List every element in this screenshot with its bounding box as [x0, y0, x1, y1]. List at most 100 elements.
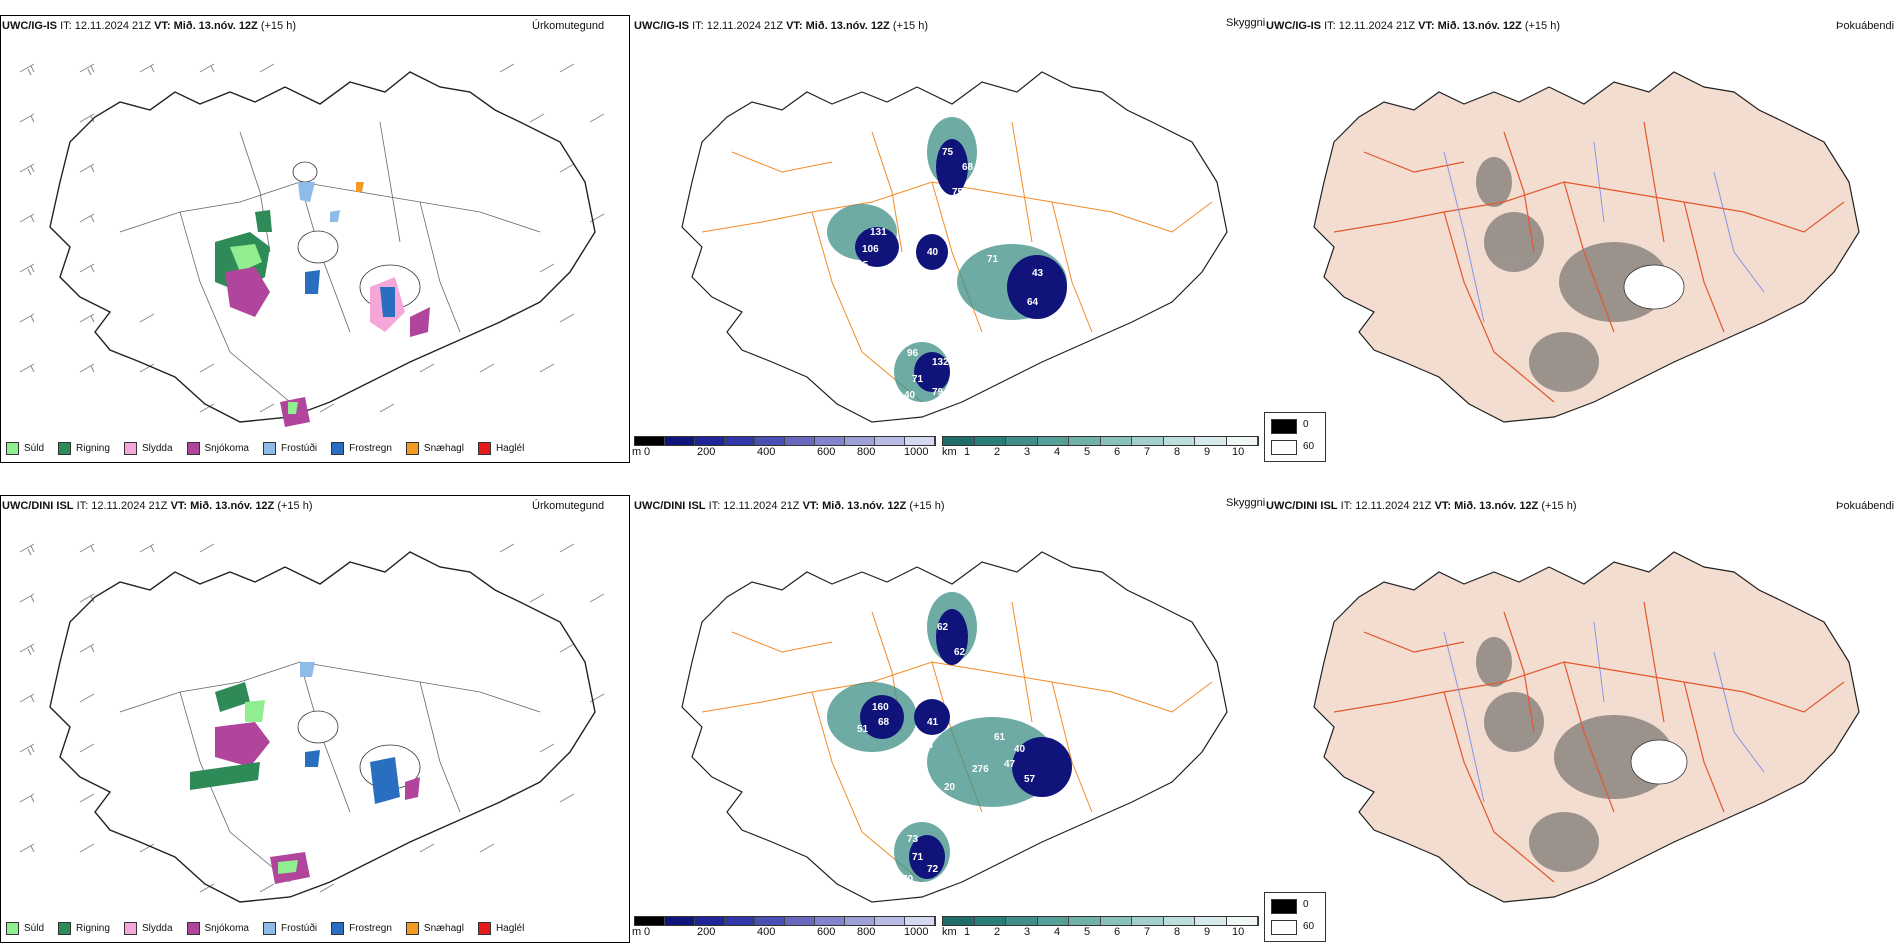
- panel-header: UWC/IG-IS IT: 12.11.2024 21Z VT: Mið. 13…: [634, 20, 928, 32]
- cloud-panel-title: Skyggni: [1226, 17, 1266, 29]
- init-time: 12.11.2024 21Z: [723, 500, 800, 512]
- init-label: IT:: [60, 20, 72, 32]
- legend-swatch: [58, 441, 72, 455]
- legend-swatch: [58, 921, 72, 935]
- visibility-colorbar: km 1 2 3 4 5 6 7 8 9 10: [942, 436, 1262, 458]
- map-label: 43: [1032, 268, 1044, 279]
- visibility-tick: 10: [1232, 926, 1245, 938]
- ceiling-colorbar-bar: [634, 916, 936, 926]
- iceland-land: [1313, 71, 1860, 423]
- fog-legend-swatch-low: [1271, 440, 1297, 455]
- fog-legend-low: 60: [1303, 921, 1315, 932]
- rivers: [1443, 621, 1765, 803]
- legend-item: Frostregn: [331, 441, 392, 455]
- visibility-colorbar-bar: [942, 436, 1259, 446]
- ceiling-areas: [860, 609, 1072, 879]
- init-time: 12.11.2024 21Z: [1355, 500, 1432, 512]
- visibility-tick: 9: [1204, 926, 1211, 938]
- visibility-tick: 7: [1144, 446, 1151, 458]
- legend-label: Snæhagl: [423, 442, 464, 454]
- visibility-unit: km: [942, 926, 957, 938]
- wind-barbs: [19, 543, 605, 893]
- precip-legend: Súld Rigning Slydda Snjókoma Frostúði Fr…: [6, 919, 538, 937]
- map-label: 72: [927, 864, 939, 875]
- ceiling-colorbar: m 0 200 400 600 800 1000: [632, 436, 937, 458]
- visibility-tick: 9: [1204, 446, 1211, 458]
- cloud-panel-title: Skyggni: [1226, 497, 1266, 509]
- map-label: 62: [954, 647, 966, 658]
- visibility-tick: 1: [964, 446, 971, 458]
- visibility-tick: 8: [1174, 926, 1181, 938]
- valid-label: VT:: [1418, 20, 1435, 32]
- legend-label: Haglél: [495, 442, 525, 454]
- glaciers: [297, 710, 421, 790]
- legend-label: Súld: [24, 922, 45, 934]
- map-label: 221: [890, 767, 907, 778]
- panel-header: UWC/DINI ISL IT: 12.11.2024 21Z VT: Mið.…: [1266, 500, 1577, 512]
- legend-label: Snjókoma: [204, 442, 249, 454]
- map-label: 68: [962, 162, 974, 173]
- lead-time: (+15 h): [1541, 500, 1577, 512]
- forecast-row-2: UWC/DINI ISL IT: 12.11.2024 21Z VT: Mið.…: [0, 480, 1900, 950]
- fog-map: [1313, 71, 1860, 423]
- ceiling-tick: 400: [757, 926, 776, 938]
- ceiling-tick: 600: [817, 926, 836, 938]
- legend-swatch: [262, 441, 276, 455]
- ceiling-tick: 0: [644, 446, 651, 458]
- fog-legend-swatch-high: [1271, 419, 1297, 434]
- map-label: 62: [937, 622, 949, 633]
- visibility-tick: 2: [994, 926, 1001, 938]
- map-label: 75: [1052, 322, 1064, 333]
- fog-legend-swatch-low: [1271, 920, 1297, 935]
- precip-map: [19, 63, 605, 427]
- ceiling-tick: 800: [857, 926, 876, 938]
- cloud-labels: 62 62 160 68 51 41 54 221 61 40 47 276 5…: [632, 512, 1262, 912]
- precip-panel-title: Úrkomutegund: [532, 20, 605, 32]
- ceiling-tick: 1000: [904, 926, 929, 938]
- model-name: UWC/DINI ISL: [634, 500, 706, 512]
- map-label: 106: [862, 244, 879, 255]
- roads: [1333, 121, 1845, 403]
- visibility-tick: 7: [1144, 926, 1151, 938]
- fog-legend-high: 0: [1303, 899, 1309, 910]
- fog-legend-low: 60: [1303, 441, 1315, 452]
- fog-map: [1313, 551, 1860, 903]
- init-time: 12.11.2024 21Z: [74, 20, 151, 32]
- legend-label: Frostúði: [280, 442, 318, 454]
- lead-time: (+15 h): [1524, 20, 1561, 32]
- roads: [119, 661, 541, 883]
- legend-label: Snæhagl: [423, 922, 464, 934]
- legend-swatch: [331, 441, 345, 455]
- fog-legend-high: 0: [1303, 419, 1309, 430]
- lead-time: (+15 h): [909, 500, 945, 512]
- map-label: 68: [878, 717, 890, 728]
- legend-label: Rigning: [76, 442, 110, 454]
- map-label: 40: [1014, 744, 1026, 755]
- fog-panel-title: Þokuábendi: [1836, 500, 1895, 512]
- valid-time: Mið. 13.nóv. 12Z: [805, 20, 890, 32]
- valid-time: Mið. 13.nóv. 12Z: [1437, 20, 1522, 32]
- model-name: UWC/IG-IS: [634, 20, 689, 32]
- fog-legend: 0 60: [1264, 412, 1326, 462]
- legend-label: Snjókoma: [204, 922, 249, 934]
- init-time: 12.11.2024 21Z: [706, 20, 783, 32]
- precip-map: [19, 543, 605, 903]
- visibility-tick: 6: [1114, 926, 1121, 938]
- map-label: 47: [1004, 759, 1016, 770]
- legend-label: Slydda: [141, 922, 173, 934]
- legend-swatch: [477, 441, 491, 455]
- map-label: 57: [1024, 774, 1036, 785]
- roads: [119, 121, 541, 403]
- map-label: 276: [972, 764, 989, 775]
- map-label: 71: [912, 374, 924, 385]
- legend-swatch: [123, 921, 137, 935]
- precip-type-panel: UWC/DINI ISL IT: 12.11.2024 21Z VT: Mið.…: [0, 480, 630, 950]
- init-label: IT:: [1340, 500, 1353, 512]
- valid-time: Mið. 13.nóv. 12Z: [190, 500, 275, 512]
- visibility-tick: 4: [1054, 446, 1061, 458]
- visibility-tick: 10: [1232, 446, 1245, 458]
- precip-panel-frame: [0, 15, 630, 463]
- map-label: 75: [832, 270, 844, 281]
- init-label: IT:: [692, 20, 704, 32]
- visibility-tick: 3: [1024, 926, 1031, 938]
